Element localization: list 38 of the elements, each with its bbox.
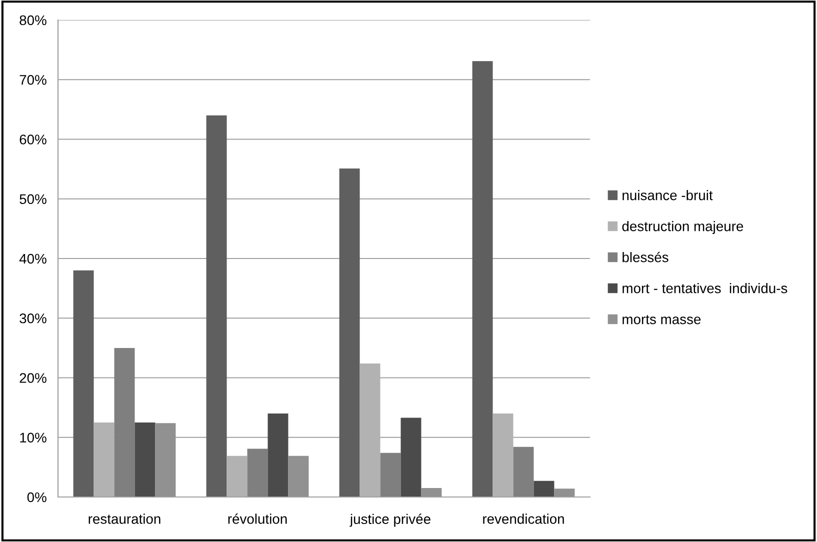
- y-tick-label: 40%: [19, 254, 46, 264]
- y-tick-label: 20%: [20, 373, 46, 383]
- bar: [554, 488, 575, 497]
- bar: [268, 414, 288, 497]
- legend-label: nuisance -bruit: [622, 190, 713, 200]
- bar: [114, 348, 135, 497]
- y-tick-label: 70%: [20, 74, 46, 85]
- bar: [360, 363, 380, 497]
- y-tick-label: 30%: [20, 313, 46, 324]
- legend-label: destruction majeure: [622, 221, 744, 234]
- bar: [155, 423, 176, 497]
- y-tick-label: 80%: [20, 15, 46, 26]
- bar: [421, 488, 442, 497]
- bar: [94, 422, 114, 497]
- bar: [534, 480, 554, 497]
- y-tick-label: 10%: [20, 432, 46, 443]
- x-tick-label: revendication: [483, 514, 564, 524]
- legend-label: morts masse: [622, 315, 701, 324]
- bar: [472, 61, 493, 497]
- bar: [247, 448, 268, 497]
- bar: [226, 456, 248, 497]
- x-tick-label: justice privée: [350, 514, 430, 527]
- bar: [513, 446, 534, 497]
- bar: [492, 414, 514, 497]
- bar: [73, 270, 94, 497]
- y-tick-label: 0%: [27, 492, 46, 502]
- x-tick-label: révolution: [228, 514, 287, 524]
- y-tick-label: 50%: [20, 194, 46, 204]
- x-tick-label: restauration: [88, 514, 160, 524]
- legend-label: mort - tentatives individu-s: [622, 283, 788, 294]
- y-tick-label: 60%: [20, 134, 46, 144]
- bar: [339, 168, 360, 497]
- bar: [288, 456, 309, 497]
- bar: [380, 452, 401, 497]
- bar: [400, 418, 422, 497]
- bar: [206, 115, 227, 497]
- legend-label: blessés: [622, 252, 668, 262]
- bar: [134, 422, 156, 497]
